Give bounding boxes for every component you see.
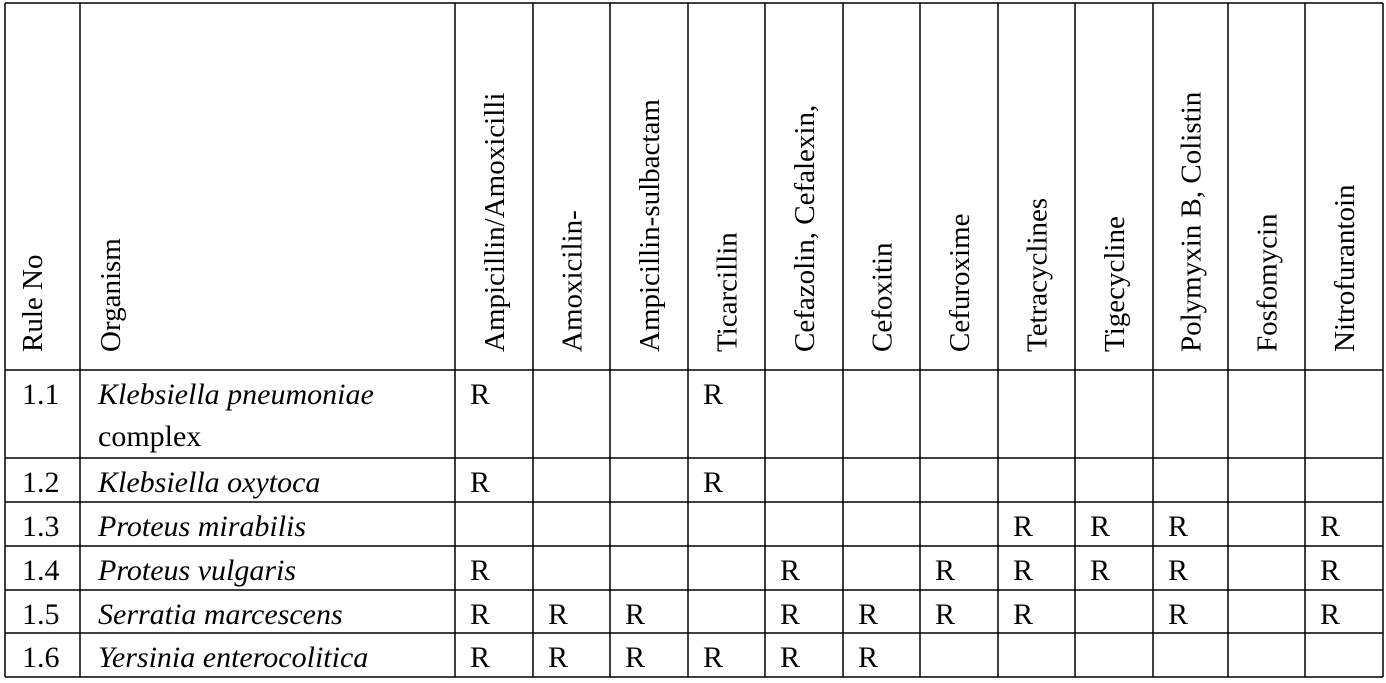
column-header: Polymyxin B, Colistin	[1176, 91, 1208, 352]
column-header: Rule No	[17, 255, 49, 352]
organism: Klebsiella pneumoniae	[97, 378, 374, 411]
column-header: Amoxicilin-	[557, 210, 589, 352]
resistance-cell: R	[1168, 554, 1188, 587]
organism: Proteus vulgaris	[97, 554, 296, 587]
resistance-cell: R	[1320, 554, 1340, 587]
resistance-cell: R	[1168, 510, 1188, 543]
resistance-cell: R	[548, 598, 568, 631]
resistance-cell: R	[1013, 510, 1033, 543]
resistance-cell: R	[780, 598, 800, 631]
resistance-cell: R	[1013, 598, 1033, 631]
column-header: Organism	[95, 238, 127, 352]
rule-number: 1.4	[22, 554, 60, 587]
column-header: Cefoxitin	[867, 242, 899, 352]
rule-number: 1.2	[22, 466, 60, 499]
column-header: Cefazolin, Cefalexin,	[789, 105, 821, 352]
resistance-cell: R	[470, 466, 490, 499]
rule-number: 1.1	[22, 378, 60, 411]
resistance-cell: R	[625, 641, 645, 674]
column-header: Ampicillin/Amoxicilli	[479, 93, 511, 352]
resistance-cell: R	[1168, 598, 1188, 631]
organism: Serratia marcescens	[98, 598, 343, 631]
resistance-cell: R	[548, 641, 568, 674]
resistance-cell: R	[625, 598, 645, 631]
resistance-cell: R	[470, 598, 490, 631]
column-header: Ticarcillin	[712, 232, 744, 352]
column-header: Ampicillin-sulbactam	[634, 99, 666, 352]
organism: Proteus mirabilis	[97, 510, 306, 543]
resistance-cell: R	[780, 554, 800, 587]
resistance-cell: R	[1320, 598, 1340, 631]
resistance-cell: R	[935, 598, 955, 631]
resistance-cell: R	[1090, 510, 1110, 543]
resistance-cell: R	[1013, 554, 1033, 587]
resistance-cell: R	[703, 466, 723, 499]
column-header: Tetracyclines	[1022, 198, 1054, 352]
column-header: Tigecycline	[1099, 216, 1131, 352]
resistance-cell: R	[470, 378, 490, 411]
column-header: Cefuroxime	[944, 213, 976, 352]
organism: Klebsiella oxytoca	[97, 466, 320, 499]
resistance-cell: R	[470, 641, 490, 674]
resistance-cell: R	[1090, 554, 1110, 587]
resistance-cell: R	[470, 554, 490, 587]
resistance-cell: R	[1320, 510, 1340, 543]
resistance-cell: R	[858, 641, 878, 674]
resistance-cell: R	[935, 554, 955, 587]
column-header: Fosfomycin	[1252, 213, 1284, 352]
resistance-cell: R	[858, 598, 878, 631]
rule-number: 1.3	[22, 510, 60, 543]
organism: Yersinia enterocolitica	[98, 641, 368, 674]
column-header: Nitrofurantoin	[1329, 184, 1361, 352]
rule-number: 1.5	[22, 598, 60, 631]
organism-note: complex	[98, 420, 201, 453]
resistance-cell: R	[703, 378, 723, 411]
resistance-cell: R	[703, 641, 723, 674]
resistance-cell: R	[780, 641, 800, 674]
rule-number: 1.6	[22, 641, 60, 674]
